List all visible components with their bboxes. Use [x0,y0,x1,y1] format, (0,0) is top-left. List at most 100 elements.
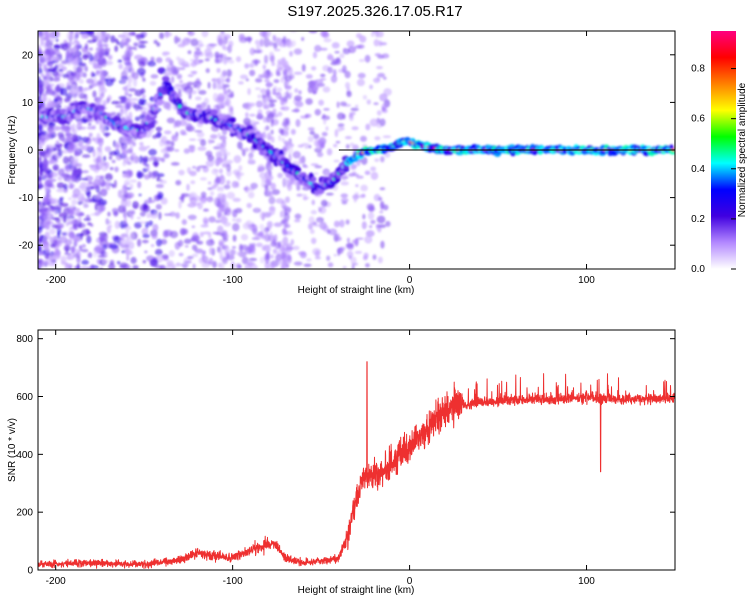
noise-blob [56,182,65,189]
noise-blob [142,233,150,238]
noise-blob [356,175,364,179]
noise-blob [319,143,325,149]
noise-blob [245,220,253,229]
noise-blob [200,224,209,228]
noise-blob [336,101,340,109]
noise-blob [231,246,237,249]
noise-streak [42,50,46,57]
noise-streak [41,31,45,35]
noise-blob [164,130,172,135]
noise-blob [111,184,116,189]
noise-blob [61,138,69,143]
noise-streak [94,211,101,216]
noise-blob [369,118,379,127]
noise-streak [120,238,127,249]
noise-blob [380,240,385,249]
noise-blob [136,67,146,76]
noise-blob [237,141,243,150]
noise-streak [131,152,137,159]
noise-blob [121,249,126,254]
noise-blob [144,250,148,254]
noise-streak [47,207,52,215]
noise-blob [192,263,196,269]
spectrogram-xtick-label: 100 [578,275,595,286]
noise-streak [42,219,48,227]
noise-blob [190,149,194,153]
noise-blob [38,123,43,132]
noise-blob [349,142,355,147]
noise-blob [365,123,371,131]
noise-blob [319,31,329,37]
noise-streak [92,125,96,130]
noise-blob [353,197,357,203]
noise-blob [139,141,144,147]
noise-blob [250,182,258,189]
noise-blob [348,255,352,260]
noise-blob [75,233,84,237]
noise-blob [89,47,93,51]
noise-streak [95,80,102,86]
noise-blob [104,146,112,152]
noise-blob [85,228,90,235]
noise-blob [170,141,175,147]
noise-blob [341,65,347,74]
noise-blob [355,33,363,39]
noise-blob [155,183,164,189]
noise-streak [286,41,293,49]
noise-streak [76,122,82,131]
noise-streak [44,42,48,52]
noise-streak [38,141,45,147]
noise-blob [108,150,117,156]
noise-blob [354,104,359,108]
noise-blob [79,181,88,186]
noise-blob [293,107,300,113]
noise-streak [40,259,45,268]
noise-blob [58,69,63,72]
noise-streak [105,179,111,189]
noise-blob [204,52,214,59]
noise-streak [222,59,228,65]
noise-streak [214,58,220,64]
noise-blob [301,193,308,197]
noise-blob [254,207,259,211]
noise-streak [122,205,127,212]
noise-blob [323,117,327,125]
noise-blob [148,148,157,156]
noise-blob [349,114,354,122]
noise-blob [132,265,139,269]
noise-streak [282,69,288,75]
noise-blob [115,104,124,108]
noise-blob [63,215,67,224]
noise-blob [241,256,249,265]
noise-blob [60,202,69,207]
noise-blob [116,260,121,265]
noise-blob [183,261,192,264]
noise-blob [154,264,164,269]
noise-streak [117,189,123,199]
noise-blob [179,79,184,84]
noise-blob [196,131,205,138]
snr-panel: -200 -100 0 100 0 200 400 600 800 Height of stra… [7,329,676,596]
noise-blob [214,219,222,223]
noise-blob [55,84,61,93]
noise-streak [278,128,284,134]
noise-blob [294,88,299,93]
noise-blob [333,143,338,148]
colorbar-tick-label: 0.2 [691,214,705,225]
noise-blob [352,194,360,200]
noise-streak [68,89,74,96]
noise-blob [53,209,58,216]
noise-blob [245,112,249,118]
noise-blob [365,263,370,268]
noise-streak [72,168,79,178]
noise-blob [53,56,60,62]
noise-blob [304,146,309,149]
noise-blob [228,59,235,64]
noise-blob [336,233,340,237]
noise-blob [232,234,237,242]
noise-blob [335,58,342,65]
noise-blob [257,74,262,80]
noise-blob [368,225,373,229]
noise-blob [305,74,313,79]
noise-blob [302,163,307,168]
